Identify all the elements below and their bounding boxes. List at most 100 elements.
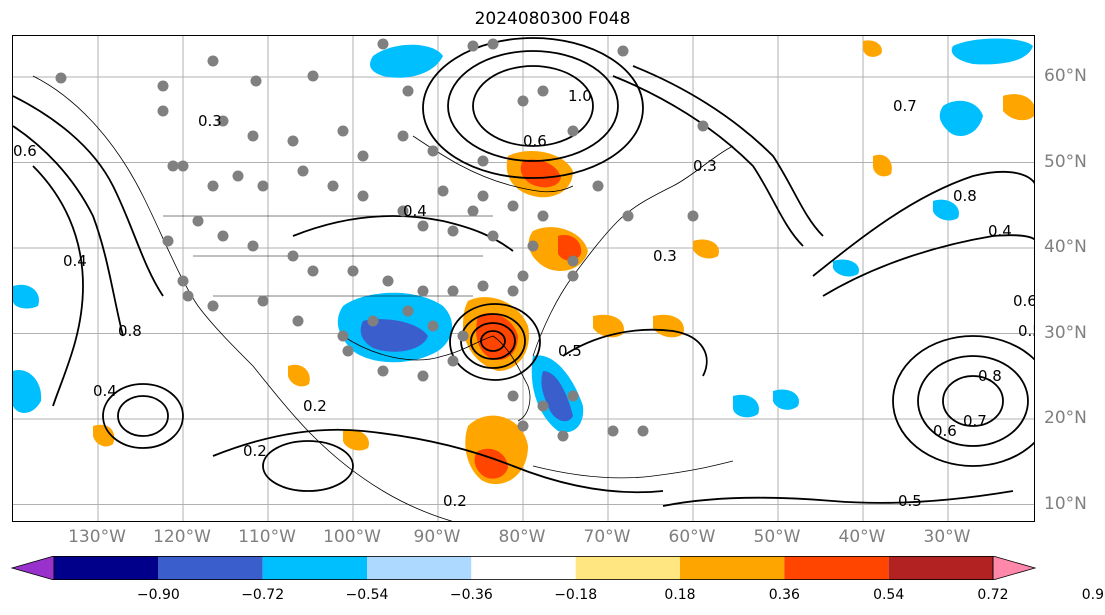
- station-marker: [477, 155, 489, 167]
- contour-label: 0.4: [63, 252, 87, 270]
- hurricane-contour-4: [449, 303, 541, 381]
- station-marker: [162, 235, 174, 247]
- contour-label: 0.4: [403, 202, 427, 220]
- station-marker: [507, 390, 519, 402]
- strong-negative-anomaly-gulf: [360, 319, 428, 352]
- longitude-label: 30°W: [923, 527, 971, 547]
- colorbar-tick-label: 0.90: [1081, 587, 1105, 603]
- colorbar: [10, 556, 1037, 580]
- station-marker: [382, 275, 394, 287]
- contour-label: 0.8: [978, 367, 1002, 385]
- positive-anomaly-atlantic: [593, 314, 624, 338]
- map-title: 2024080300 F048: [474, 9, 631, 29]
- station-marker: [417, 370, 429, 382]
- station-marker: [457, 330, 469, 342]
- station-marker: [217, 230, 229, 242]
- positive-anomaly-far-east: [1003, 94, 1034, 121]
- negative-anomaly-central-atlantic: [733, 394, 759, 418]
- station-marker: [257, 180, 269, 192]
- colorbar-segment: [888, 556, 993, 580]
- station-marker: [342, 345, 354, 357]
- station-marker: [607, 425, 619, 437]
- station-marker: [517, 95, 529, 107]
- station-marker: [487, 230, 499, 242]
- station-marker: [55, 72, 67, 84]
- map-panel[interactable]: 0.3 0.4 0.6 0.2 0.5 0.8 1.0 0.7 0.4 0.3 0.2 0.6 0.5 0…: [12, 35, 1035, 522]
- colorbar-segment: [575, 556, 680, 580]
- hurricane-contour-2: [470, 322, 516, 360]
- station-marker: [232, 170, 244, 182]
- station-marker: [477, 190, 489, 202]
- station-marker: [517, 270, 529, 282]
- atlantic-contour-2: [822, 234, 1034, 297]
- strong-positive-anomaly-great-lakes: [520, 159, 561, 188]
- contour-label: 0.6: [1013, 292, 1035, 310]
- contour-label: 1.0: [568, 87, 592, 105]
- colorbar-segment: [158, 556, 263, 580]
- contour-lines: [13, 37, 1034, 507]
- positive-anomaly-pacific: [93, 424, 115, 447]
- colorbar-segment: [784, 556, 889, 580]
- colorbar-tick-label: 0.54: [873, 587, 905, 603]
- station-marker: [402, 305, 414, 317]
- contour-label: 0.2: [443, 492, 467, 510]
- contour-label: 0.8: [953, 187, 977, 205]
- atlantic-high-contour-3: [892, 335, 1034, 467]
- station-marker: [167, 160, 179, 172]
- station-marker: [247, 240, 259, 252]
- contour-label: 0.4: [988, 222, 1012, 240]
- longitude-label: 60°W: [668, 527, 716, 547]
- colorbar-segment: [54, 556, 159, 580]
- station-marker: [287, 135, 299, 147]
- station-marker: [357, 150, 369, 162]
- station-marker: [287, 250, 299, 262]
- station-marker: [507, 200, 519, 212]
- latitude-label: 20°N: [1044, 408, 1087, 428]
- station-marker: [207, 180, 219, 192]
- contour-label: 0.2: [303, 397, 327, 415]
- longitude-label: 90°W: [413, 527, 461, 547]
- negative-anomaly-pacific-2: [13, 284, 39, 309]
- contour-ring-canada-3: [422, 37, 644, 179]
- negative-anomaly-central-atlantic-2: [773, 389, 799, 410]
- caribbean-islands: [532, 460, 734, 479]
- contour-label: 0.8: [118, 322, 142, 340]
- longitude-label: 50°W: [753, 527, 801, 547]
- station-marker: [377, 38, 389, 50]
- west-coast-contour-2: [13, 125, 124, 337]
- station-marker: [337, 330, 349, 342]
- station-marker: [367, 315, 379, 327]
- atlantic-high-contour-1: [942, 375, 1004, 427]
- station-marker: [567, 255, 579, 267]
- contour-label: 0.5: [1018, 322, 1035, 340]
- latitude-label: 60°N: [1044, 66, 1087, 86]
- station-marker: [477, 280, 489, 292]
- station-marker: [157, 80, 169, 92]
- negative-anomaly-atlantic-mid: [833, 259, 859, 277]
- station-marker: [537, 400, 549, 412]
- station-marker: [437, 185, 449, 197]
- pacific-low-contour-1: [117, 395, 169, 437]
- contour-label: 0.6: [523, 132, 547, 150]
- station-marker: [297, 165, 309, 177]
- colorbar-tick-label: 0.18: [664, 587, 696, 603]
- station-marker: [427, 320, 439, 332]
- station-marker: [592, 180, 604, 192]
- contour-label: 0.7: [893, 97, 917, 115]
- strong-positive-anomaly-southeast: [476, 313, 518, 360]
- negative-anomaly-canada: [370, 44, 443, 78]
- caribbean-contour: [212, 428, 664, 494]
- colorbar-max-arrow: [992, 556, 1037, 580]
- positive-anomaly-mid-atlantic: [873, 154, 892, 177]
- colorbar-tick-label: −0.54: [345, 587, 389, 603]
- station-marker: [397, 205, 409, 217]
- longitude-label: 110°W: [238, 527, 296, 547]
- shaded-anomaly-layer: [13, 38, 1034, 485]
- contour-label: 0.5: [898, 492, 922, 510]
- west-coast-contour-1: [13, 95, 164, 297]
- station-marker: [567, 390, 579, 402]
- colorbar-segment: [680, 556, 785, 580]
- colorbar-segment: [262, 556, 367, 580]
- station-marker: [307, 265, 319, 277]
- station-marker: [487, 38, 499, 50]
